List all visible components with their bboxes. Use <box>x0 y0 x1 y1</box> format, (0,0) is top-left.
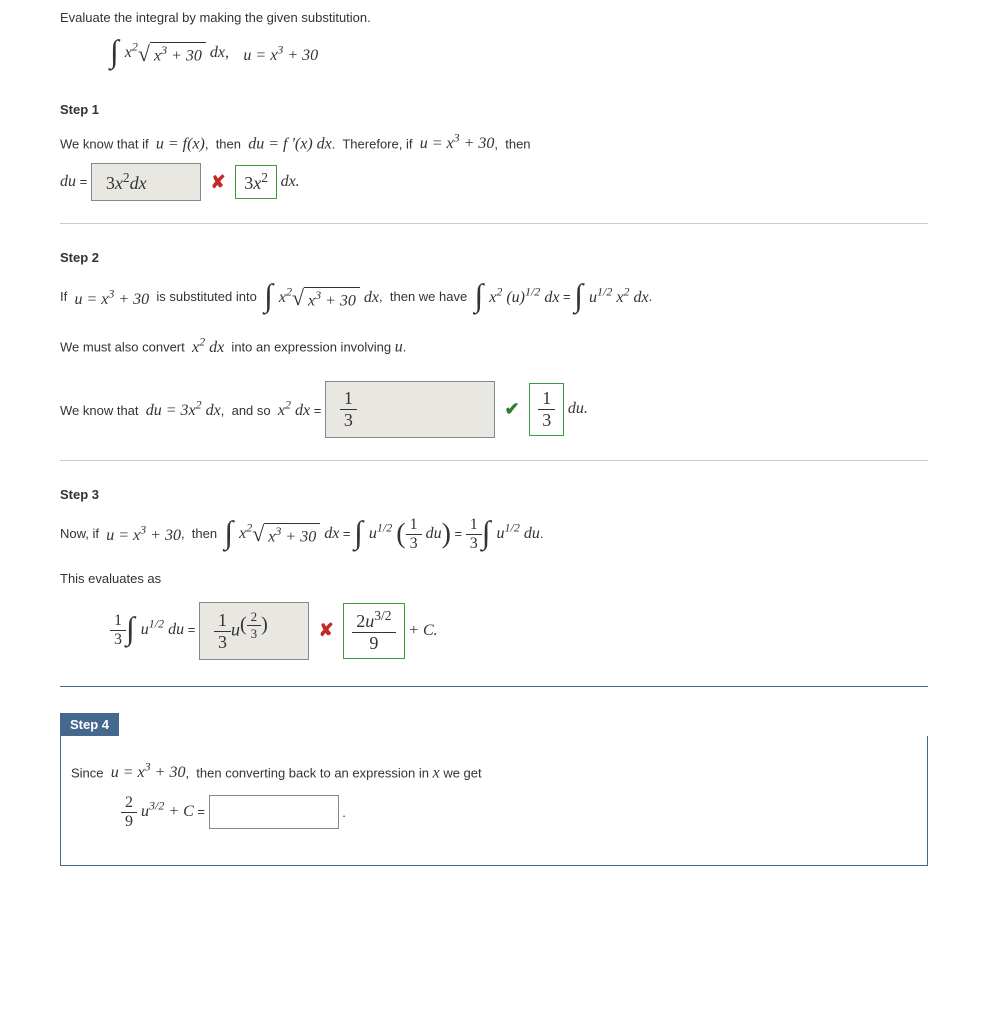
step3-line1: Now, if u = x3 + 30, then ∫ x2√x3 + 30 d… <box>60 516 928 553</box>
step4-line1: Since u = x3 + 30, then converting back … <box>71 760 917 782</box>
step1-line1: We know that if u = f(x), then du = f '(… <box>60 131 928 153</box>
step1-correct-box: 3x2 <box>235 165 277 199</box>
wrong-icon: ✘ <box>319 620 334 641</box>
step2-line1: If u = x3 + 30 is substituted into ∫ x2√… <box>60 279 928 316</box>
separator <box>60 460 928 461</box>
step4-answer-box[interactable] <box>209 795 339 829</box>
step2-pre: We know that du = 3x2 dx, and so x2 dx = <box>60 403 321 418</box>
step2-label: Step 2 <box>60 250 928 265</box>
step2-line2: We must also convert x2 dx into an expre… <box>60 334 928 356</box>
step1-label: Step 1 <box>60 102 928 117</box>
step4-pre: 29 u3/2 + C = <box>121 804 205 819</box>
step4-post: . <box>342 805 346 820</box>
step2-line3: We know that du = 3x2 dx, and so x2 dx =… <box>60 381 928 438</box>
step4-line2: 29 u3/2 + C = . <box>121 794 917 831</box>
step1-line2: du = 3x2dx ✘ 3x2 dx. <box>60 163 928 201</box>
step2-post: du. <box>568 401 588 416</box>
step3-post: + C. <box>408 622 437 639</box>
separator <box>60 223 928 224</box>
step3-answer-box[interactable]: 13u(23) <box>199 602 309 660</box>
step3-line3: 13∫ u1/2 du = 13u(23) ✘ 2u3/29 + C. <box>110 602 928 660</box>
step1-answer-box[interactable]: 3x2dx <box>91 163 201 201</box>
prompt: Evaluate the integral by making the give… <box>60 10 928 25</box>
step3-correct-box: 2u3/29 <box>343 603 404 659</box>
problem-substitution: u = x3 + 30 <box>243 47 318 64</box>
step2-correct-box: 13 <box>529 383 564 436</box>
step4-label: Step 4 <box>60 713 119 736</box>
page: Evaluate the integral by making the give… <box>0 0 988 906</box>
step1-du-suffix: dx. <box>281 174 300 189</box>
step3-line2: This evaluates as <box>60 571 928 586</box>
step3-label: Step 3 <box>60 487 928 502</box>
step3-pre: 13∫ u1/2 du = <box>110 622 195 637</box>
step2-answer-box[interactable]: 13 <box>325 381 495 438</box>
wrong-icon: ✘ <box>210 172 225 193</box>
problem-integral: ∫ x2√x3 + 30 dx, u = x3 + 30 <box>60 35 928 72</box>
check-icon: ✔ <box>505 399 520 420</box>
step1-du-prefix: du = <box>60 174 87 189</box>
problem-integrand: ∫ x2√x3 + 30 dx, <box>110 44 229 61</box>
